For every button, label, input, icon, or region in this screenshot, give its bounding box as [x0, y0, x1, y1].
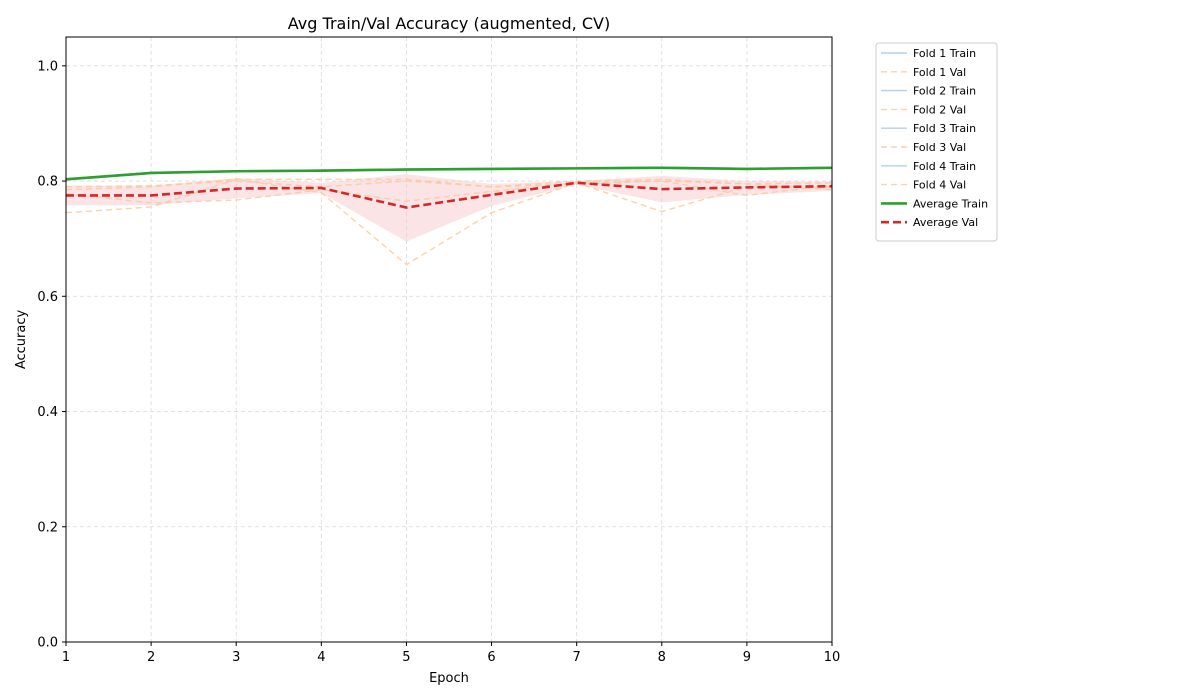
x-tick-label: 8	[658, 650, 666, 665]
y-tick-label: 0.8	[37, 175, 58, 190]
x-tick-label: 10	[824, 650, 841, 665]
grid	[65, 37, 833, 643]
x-tick-label: 5	[402, 650, 410, 665]
x-axis-label: Epoch	[429, 671, 469, 686]
legend-label: Average Val	[913, 216, 978, 229]
y-axis-label: Accuracy	[14, 310, 29, 370]
legend-label: Fold 2 Train	[913, 85, 976, 98]
y-tick-label: 0.4	[37, 405, 58, 420]
legend-label: Fold 2 Val	[913, 103, 966, 116]
y-tick-label: 0.2	[37, 520, 58, 535]
series-line-average-val	[66, 181, 833, 209]
legend-label: Fold 1 Val	[913, 66, 966, 79]
series-layer	[65, 166, 833, 266]
legend-label: Fold 3 Train	[913, 122, 976, 135]
x-tick-label: 2	[147, 650, 155, 665]
x-tick-label: 3	[232, 650, 240, 665]
x-tick-label: 1	[62, 650, 70, 665]
chart-title: Avg Train/Val Accuracy (augmented, CV)	[288, 14, 610, 33]
val-std-band-layer	[66, 174, 832, 242]
x-tick-label: 9	[743, 650, 751, 665]
legend-box	[875, 42, 998, 242]
axis-ticks: 1 2 3 4 5 6 7 8 9 10 0.0 0.2 0.4 0.6 0.8 1.0	[37, 59, 840, 665]
legend-label: Fold 4 Train	[913, 160, 976, 173]
y-tick-label: 0.0	[37, 636, 58, 651]
legend-label: Fold 1 Train	[913, 47, 976, 60]
x-tick-label: 4	[317, 650, 325, 665]
x-tick-label: 7	[573, 650, 581, 665]
series-line-average-train	[65, 166, 833, 181]
val-std-band	[66, 174, 832, 242]
series-line-fold-1-val	[65, 180, 833, 188]
y-tick-label: 1.0	[37, 59, 58, 74]
legend-label: Average Train	[913, 197, 988, 210]
series-line-fold-2-val	[65, 178, 833, 191]
y-tick-label: 0.6	[37, 290, 58, 305]
plot-frame	[65, 36, 833, 643]
legend-label: Fold 4 Val	[913, 179, 966, 192]
legend: Fold 1 Train Fold 1 Val Fold 2 Train Fold 2…	[875, 42, 998, 242]
legend-label: Fold 3 Val	[913, 141, 966, 154]
x-tick-label: 6	[487, 650, 495, 665]
